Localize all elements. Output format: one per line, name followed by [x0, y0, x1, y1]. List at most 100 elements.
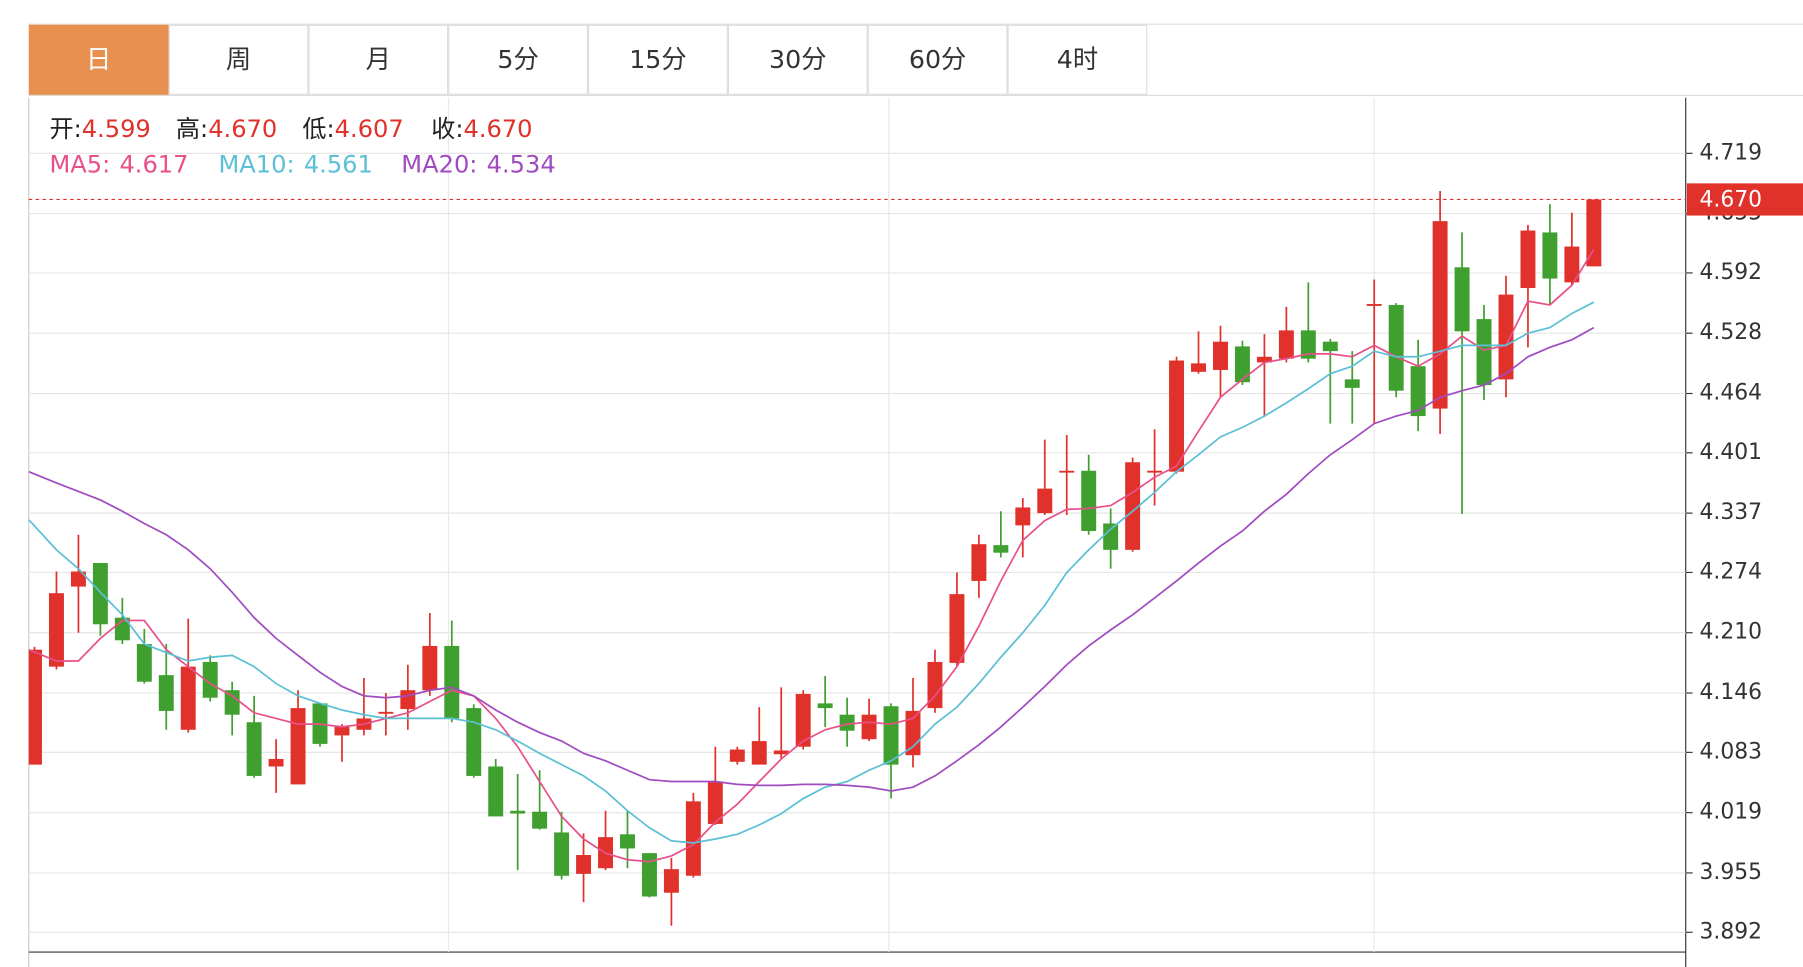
candle-body: [729, 749, 745, 762]
candle-body: [620, 834, 635, 849]
candle-body: [1103, 523, 1119, 550]
ohlc-item: 收:4.670: [431, 115, 532, 143]
tab-bar: 日 周 月 5分 15分 30分 60分 4时: [28, 24, 1148, 95]
y-tick-label: 4.019: [1700, 800, 1763, 825]
candle-body: [1564, 246, 1580, 283]
ohlc-value: 4.670: [463, 115, 532, 143]
candle-body: [136, 644, 152, 682]
candle-body: [1388, 304, 1404, 391]
candle-body: [158, 675, 174, 711]
candle-body: [70, 571, 86, 587]
candle-body: [993, 545, 1009, 553]
candle-body: [927, 661, 943, 709]
candle-body: [28, 649, 42, 765]
candle-body: [1213, 341, 1228, 370]
candle-body: [576, 855, 592, 874]
candle-body: [334, 726, 350, 736]
tab-background[interactable]: [588, 24, 728, 95]
ma-legend-value: 4.561: [304, 151, 373, 179]
tab-background[interactable]: [28, 24, 169, 95]
candle-body: [532, 811, 548, 829]
grid: [28, 152, 1686, 933]
tab[interactable]: 周: [168, 24, 309, 95]
tab[interactable]: 5分: [448, 24, 589, 95]
candle-body: [1410, 366, 1426, 417]
candle-body: [378, 711, 394, 714]
candle-body: [773, 750, 789, 755]
tab[interactable]: 日: [28, 24, 169, 95]
price-axis: 4.7194.6554.5924.5284.4644.4014.3374.274…: [1685, 140, 1763, 944]
tab-background[interactable]: [448, 24, 589, 95]
y-tick-label: 3.955: [1700, 860, 1763, 885]
y-tick-label: 4.337: [1700, 500, 1763, 525]
candle-body: [488, 766, 504, 817]
candle-body: [1191, 363, 1206, 372]
candle-body: [1256, 356, 1272, 363]
candle-body: [751, 741, 767, 765]
ohlc-value: 4.599: [82, 115, 151, 143]
ohlc-label: 低:: [302, 115, 334, 143]
ma-legend-value: 4.617: [119, 151, 188, 179]
tab-background[interactable]: [1007, 24, 1148, 95]
candle-body: [1081, 470, 1097, 532]
ohlc-value: 4.670: [208, 115, 277, 143]
candle-body: [1059, 470, 1075, 473]
candle-body: [180, 666, 196, 730]
y-tick-label: 4.146: [1700, 680, 1763, 705]
candle-body: [1432, 221, 1448, 409]
tab-label[interactable]: 5分: [497, 45, 538, 74]
y-tick-label: 4.210: [1700, 620, 1763, 645]
tab-label[interactable]: 15分: [629, 45, 686, 74]
last-price-tag: [1686, 183, 1803, 216]
candle-body: [1520, 230, 1536, 289]
ma-line: [28, 301, 1595, 844]
ohlc-label: 高:: [176, 115, 208, 143]
candle-body: [1037, 488, 1053, 514]
candle-body: [861, 714, 877, 740]
tab-background[interactable]: [168, 24, 309, 95]
candle-body: [1169, 360, 1185, 472]
tab-background[interactable]: [867, 24, 1008, 95]
y-tick-label: 4.464: [1700, 380, 1763, 405]
ma-legend: MA20: 4.534: [401, 151, 555, 179]
candle-body: [554, 832, 570, 876]
candle-body: [707, 781, 723, 824]
candle-body: [1300, 330, 1316, 359]
ohlc-item: 低:4.607: [302, 115, 403, 143]
candle-body: [1586, 199, 1602, 267]
candle-body: [466, 708, 482, 776]
tab-label[interactable]: 60分: [909, 45, 966, 74]
tab-label[interactable]: 月: [366, 45, 391, 74]
y-tick-label: 4.528: [1700, 320, 1763, 345]
tab-label[interactable]: 4时: [1057, 45, 1098, 74]
candle-body: [444, 645, 460, 719]
tab[interactable]: 30分: [727, 24, 868, 95]
candle-body: [246, 722, 262, 776]
tab-label[interactable]: 日: [86, 45, 111, 74]
candle-body: [839, 714, 855, 731]
y-tick-label: 4.401: [1700, 440, 1763, 465]
ohlc-item: 开:4.599: [49, 115, 150, 143]
tab[interactable]: 15分: [588, 24, 728, 95]
ohlc-value: 4.607: [335, 115, 404, 143]
ma-legend-name: MA10:: [218, 151, 294, 179]
y-tick-label: 4.719: [1700, 140, 1763, 165]
candle-body: [685, 801, 701, 876]
last-price-label: 4.670: [1700, 188, 1763, 213]
y-tick-label: 3.892: [1700, 919, 1763, 944]
tab[interactable]: 60分: [867, 24, 1008, 95]
candle-body: [1322, 341, 1338, 352]
tab-label[interactable]: 周: [226, 45, 251, 74]
tab[interactable]: 月: [308, 24, 449, 95]
tab[interactable]: 4时: [1007, 24, 1148, 95]
candle-body: [290, 708, 306, 785]
candle-body: [1366, 304, 1382, 306]
tab-label[interactable]: 30分: [769, 45, 826, 74]
candle-body: [1278, 330, 1294, 359]
ma-legend: MA10: 4.561: [218, 151, 372, 179]
tab-background[interactable]: [308, 24, 449, 95]
tab-background[interactable]: [727, 24, 868, 95]
